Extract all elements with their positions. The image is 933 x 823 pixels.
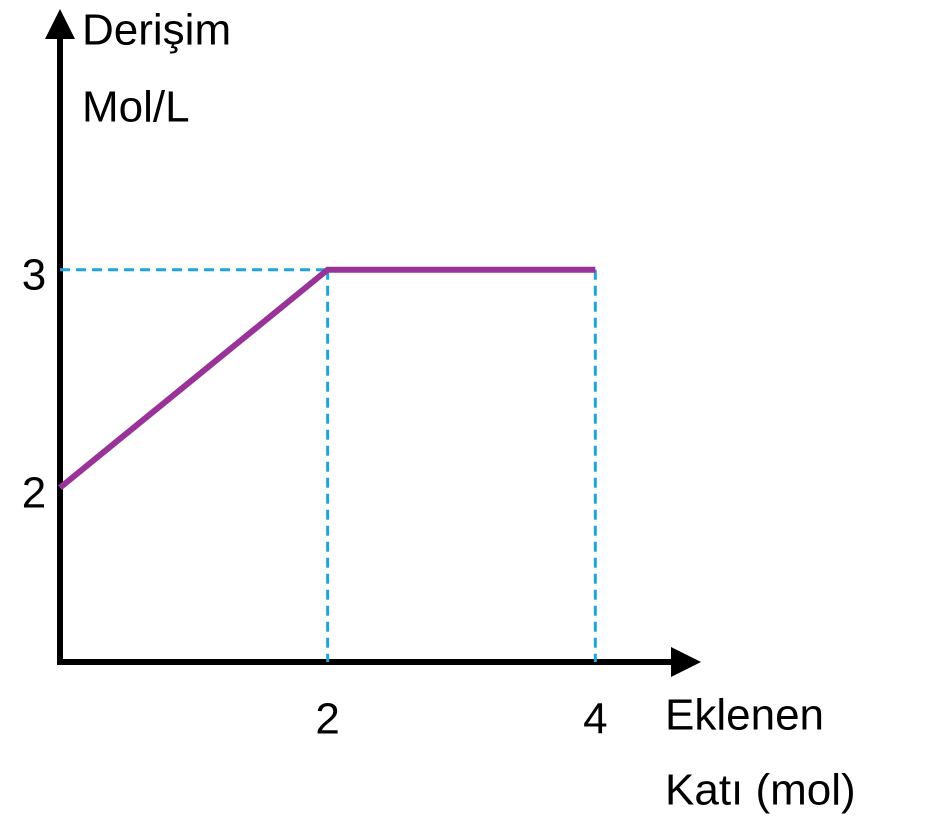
x-tick-label: 4 [583,695,607,744]
y-tick-label: 2 [22,468,46,517]
x-tick-label: 2 [315,695,339,744]
y-axis-label: Mol/L [82,83,190,132]
x-axis-label: Katı (mol) [665,766,856,815]
data-line [58,266,596,490]
y-axis-label: Derişim [82,6,231,55]
x-axis-label: Eklenen [665,691,824,740]
y-tick-label: 3 [22,250,46,299]
